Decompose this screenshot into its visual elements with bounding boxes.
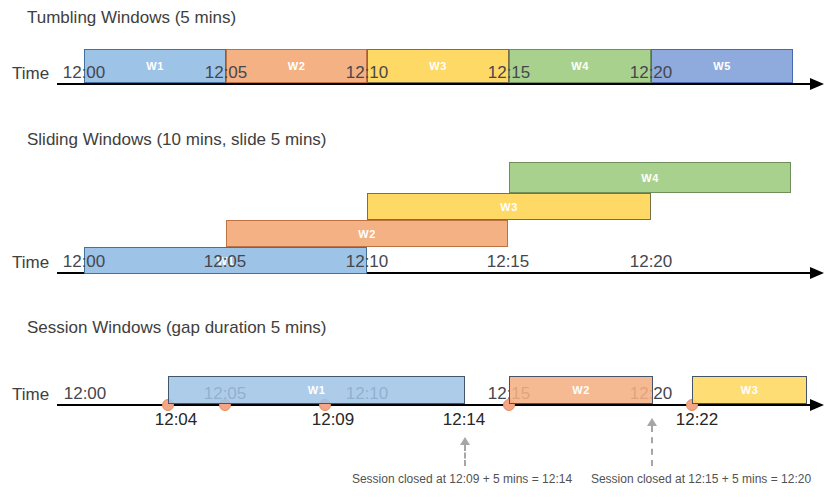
dashed-arrow-line xyxy=(464,445,466,466)
axis-arrowhead-icon xyxy=(810,78,824,90)
window-box: W4 xyxy=(509,162,791,193)
tick-label: 12:20 xyxy=(615,63,687,83)
tick-label: 12:00 xyxy=(49,384,121,404)
window-label: W3 xyxy=(429,60,446,72)
window-label: W4 xyxy=(571,60,588,72)
window-label: W2 xyxy=(572,384,589,396)
time-axis-label: Time xyxy=(12,253,49,273)
window-label: W1 xyxy=(146,60,163,72)
window-box: W2 xyxy=(226,220,508,247)
dashed-arrow-icon xyxy=(647,418,657,426)
tick-label: 12:15 xyxy=(472,252,544,272)
axis-arrowhead-icon xyxy=(810,399,824,411)
event-time-label: 12:09 xyxy=(293,410,373,430)
section-title: Sliding Windows (10 mins, slide 5 mins) xyxy=(27,130,327,150)
section-title: Tumbling Windows (5 mins) xyxy=(27,8,236,28)
tick-label: 12:00 xyxy=(48,63,120,83)
window-label: W2 xyxy=(358,228,375,240)
window-box: W3 xyxy=(367,193,651,220)
window-label: W5 xyxy=(713,60,730,72)
tick-label: 12:10 xyxy=(331,63,403,83)
window-label: W1 xyxy=(308,384,325,396)
window-box: W3 xyxy=(692,376,807,404)
windowing-diagram: Tumbling Windows (5 mins) Time 12:00 12:0… xyxy=(0,0,829,498)
session-close-annotation: Session closed at 12:15 + 5 mins = 12:20 xyxy=(526,472,829,486)
section-title: Session Windows (gap duration 5 mins) xyxy=(27,318,327,338)
tick-label: 12:00 xyxy=(48,252,120,272)
time-axis-label: Time xyxy=(12,385,49,405)
tick-label: 12:15 xyxy=(473,63,545,83)
tick-label: 12:05 xyxy=(190,63,262,83)
window-label: W3 xyxy=(741,384,758,396)
time-axis-label: Time xyxy=(12,64,49,84)
window-box: W2 xyxy=(509,376,653,404)
event-time-label: 12:14 xyxy=(424,410,504,430)
dashed-arrow-icon xyxy=(460,437,470,445)
dashed-arrow-line xyxy=(651,426,653,466)
event-time-label: 12:04 xyxy=(136,410,216,430)
axis-arrowhead-icon xyxy=(810,267,824,279)
tick-label: 12:20 xyxy=(615,252,687,272)
window-label: W4 xyxy=(641,172,658,184)
window-box: W1 xyxy=(168,376,465,404)
window-label: W2 xyxy=(288,60,305,72)
tick-label: 12:10 xyxy=(331,252,403,272)
tick-label: 12:05 xyxy=(189,252,261,272)
event-time-label: 12:22 xyxy=(657,410,737,430)
window-label: W3 xyxy=(500,201,517,213)
